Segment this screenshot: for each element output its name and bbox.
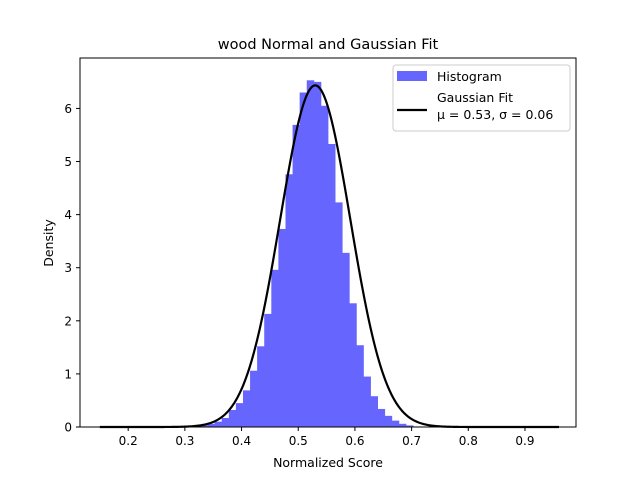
- y-tick-label: 1: [64, 367, 72, 381]
- legend-histogram-swatch: [397, 71, 427, 81]
- histogram-bar-25: [370, 396, 378, 427]
- histogram-bar-11: [271, 269, 279, 427]
- histogram-bar-2: [207, 423, 216, 427]
- histogram-bar-3: [214, 421, 223, 427]
- x-tick-label: 0.5: [289, 434, 308, 448]
- legend: Histogram Gaussian Fit μ = 0.53, σ = 0.0…: [392, 64, 571, 132]
- histogram-bars: [193, 80, 421, 428]
- histogram-bar-27: [384, 415, 393, 427]
- histogram-bar-15: [299, 92, 308, 427]
- chart-title: wood Normal and Gaussian Fit: [218, 37, 439, 53]
- y-tick-label: 2: [64, 314, 72, 328]
- y-tick-label: 5: [64, 155, 72, 169]
- y-tick-label: 0: [64, 421, 72, 435]
- histogram-bar-4: [221, 417, 230, 427]
- x-tick-label: 0.6: [345, 434, 364, 448]
- legend-fit-params: μ = 0.53, σ = 0.06: [437, 107, 553, 122]
- histogram-bar-17: [313, 81, 322, 427]
- histogram-bar-5: [228, 410, 237, 427]
- histogram-bar-20: [335, 202, 343, 427]
- histogram-bar-29: [398, 423, 407, 427]
- histogram-bar-28: [391, 420, 400, 427]
- histogram-bar-23: [356, 345, 364, 427]
- histogram-bar-19: [328, 144, 336, 427]
- y-tick-label: 6: [64, 102, 72, 116]
- legend-fit-label: Gaussian Fit: [437, 90, 513, 105]
- x-tick-label: 0.4: [232, 434, 251, 448]
- y-tick-label: 3: [64, 261, 72, 275]
- histogram-bar-26: [377, 408, 386, 427]
- histogram-bar-16: [306, 80, 315, 428]
- x-tick-label: 0.9: [515, 434, 534, 448]
- x-axis-ticks: 0.2 0.3 0.4 0.5 0.6 0.7 0.8 0.9: [119, 427, 535, 448]
- histogram-bar-12: [278, 228, 286, 427]
- x-axis-label: Normalized Score: [273, 455, 383, 470]
- x-tick-label: 0.3: [175, 434, 194, 448]
- histogram-bar-22: [349, 303, 357, 427]
- histogram-bar-9: [257, 346, 265, 427]
- x-tick-label: 0.8: [459, 434, 478, 448]
- histogram-bar-10: [264, 313, 272, 427]
- histogram-bar-8: [250, 370, 258, 427]
- y-axis-label: Density: [41, 219, 56, 267]
- y-axis-ticks: 0 1 2 3 4 5 6: [64, 102, 80, 435]
- legend-histogram-label: Histogram: [437, 69, 502, 84]
- histogram-bar-7: [242, 390, 251, 427]
- y-tick-label: 4: [64, 208, 72, 222]
- histogram-bar-13: [285, 174, 293, 427]
- legend-box: [392, 64, 571, 132]
- histogram-bar-21: [342, 252, 350, 427]
- histogram-bar-30: [405, 425, 414, 427]
- histogram-bar-14: [292, 124, 301, 428]
- x-tick-label: 0.2: [119, 434, 138, 448]
- histogram-bar-24: [363, 376, 371, 427]
- histogram-bar-18: [320, 105, 329, 427]
- plot-frame: [79, 57, 577, 428]
- histogram-bar-1: [200, 425, 208, 427]
- x-tick-label: 0.7: [402, 434, 421, 448]
- histogram-bar-6: [235, 403, 244, 427]
